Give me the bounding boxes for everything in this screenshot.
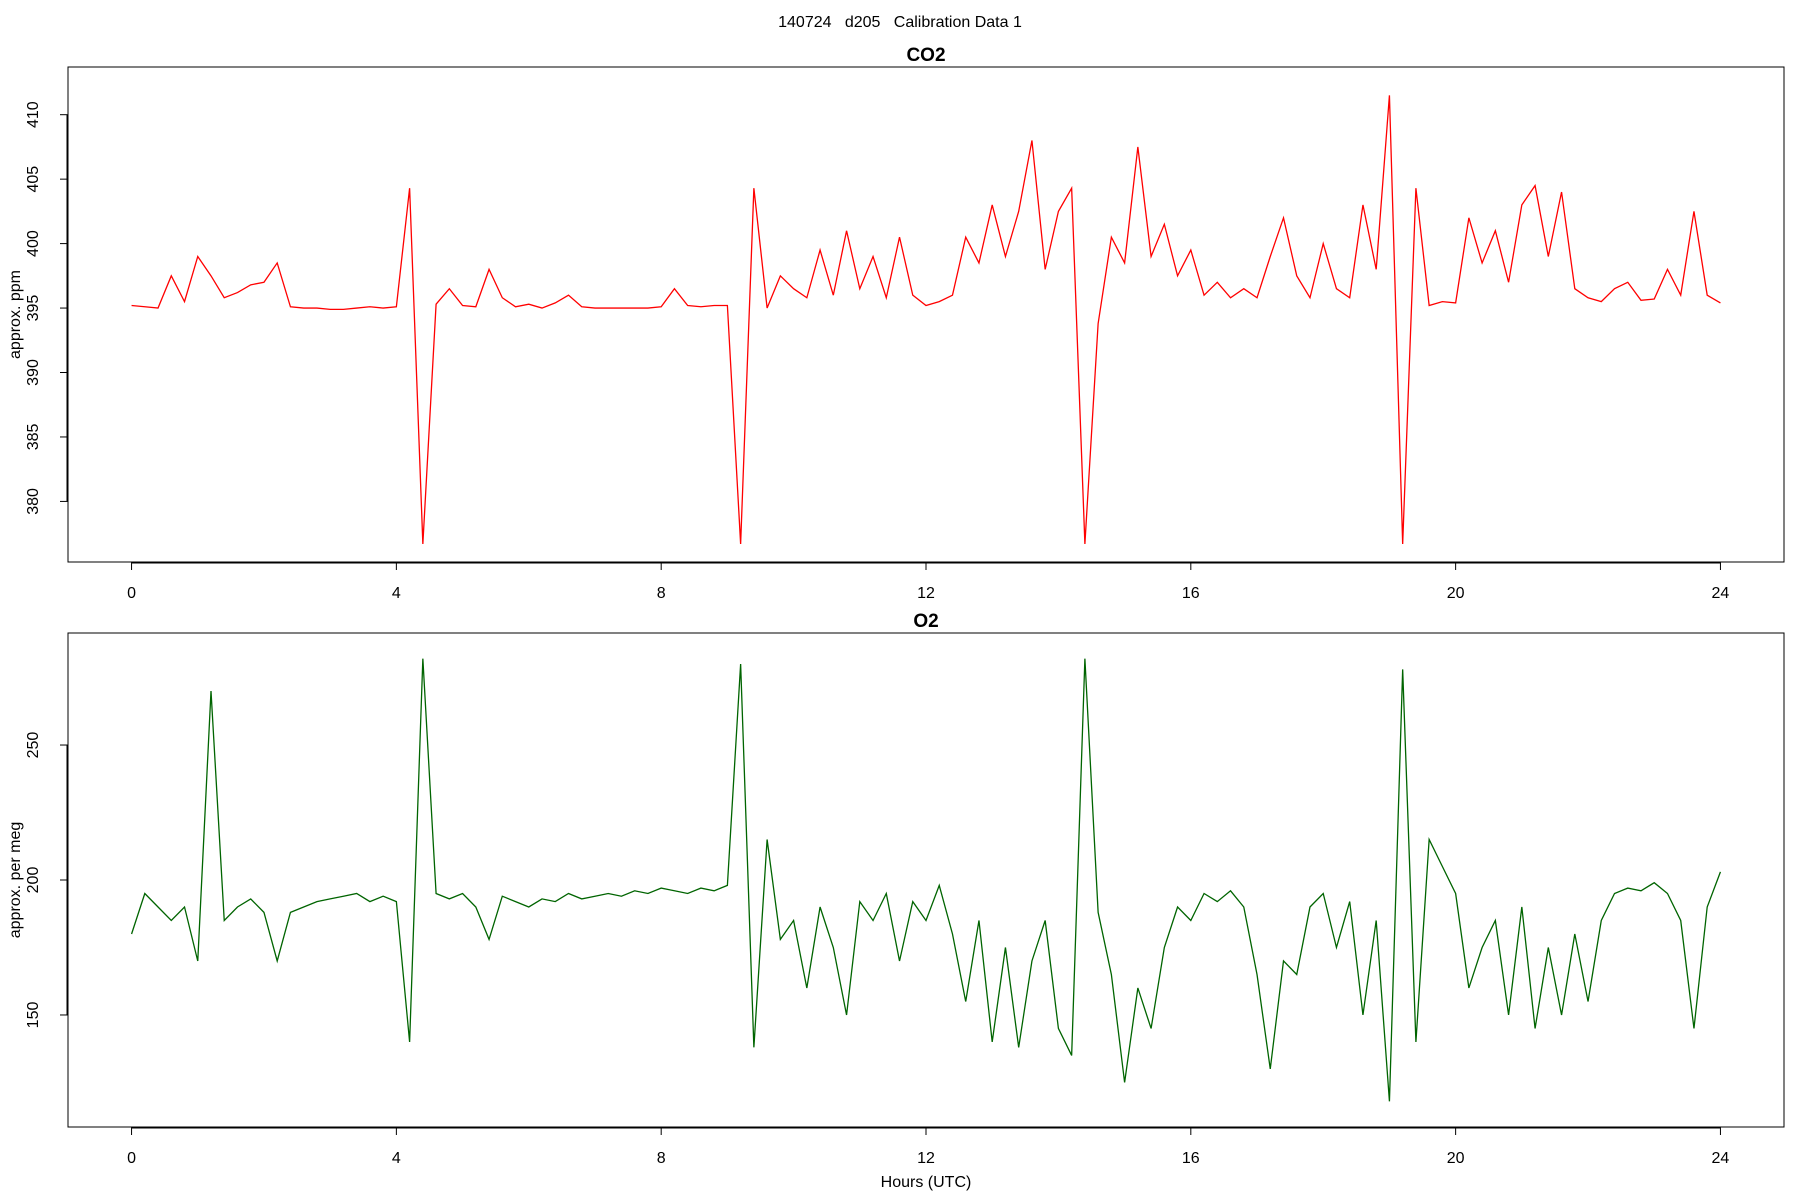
x-tick-label: 8 xyxy=(657,1150,666,1167)
x-axis-label: Hours (UTC) xyxy=(881,1174,972,1191)
chart-title: CO2 xyxy=(906,45,945,66)
x-tick-label: 8 xyxy=(657,585,666,602)
y-axis-label: approx. ppm xyxy=(7,270,24,359)
y-tick-label: 200 xyxy=(25,867,42,894)
chart-title: O2 xyxy=(913,611,938,632)
x-tick-label: 12 xyxy=(917,1150,935,1167)
y-tick-label: 395 xyxy=(25,295,42,322)
y-tick-label: 250 xyxy=(25,732,42,759)
plot-frame xyxy=(67,66,1785,563)
y-tick-label: 380 xyxy=(25,488,42,515)
data-line xyxy=(130,658,1722,1102)
y-tick-label: 385 xyxy=(25,424,42,451)
x-tick-label: 4 xyxy=(392,1150,401,1167)
x-tick-label: 20 xyxy=(1447,585,1465,602)
x-tick-label: 12 xyxy=(917,585,935,602)
x-tick-label: 20 xyxy=(1447,1150,1465,1167)
plot-frame xyxy=(67,632,1785,1128)
x-tick-label: 24 xyxy=(1712,585,1730,602)
y-tick-label: 400 xyxy=(25,230,42,257)
y-axis-label: approx. per meg xyxy=(7,822,24,939)
x-tick-label: 24 xyxy=(1712,1150,1730,1167)
y-tick-label: 405 xyxy=(25,166,42,193)
y-tick-label: 390 xyxy=(25,359,42,386)
x-tick-label: 4 xyxy=(392,585,401,602)
figure-title: 140724 d205 Calibration Data 1 xyxy=(778,14,1022,31)
data-line xyxy=(131,95,1721,544)
x-tick-label: 0 xyxy=(127,1150,136,1167)
x-tick-label: 16 xyxy=(1182,1150,1200,1167)
x-tick-label: 16 xyxy=(1182,585,1200,602)
x-tick-label: 0 xyxy=(127,585,136,602)
y-tick-label: 410 xyxy=(25,101,42,128)
y-tick-label: 150 xyxy=(25,1002,42,1029)
